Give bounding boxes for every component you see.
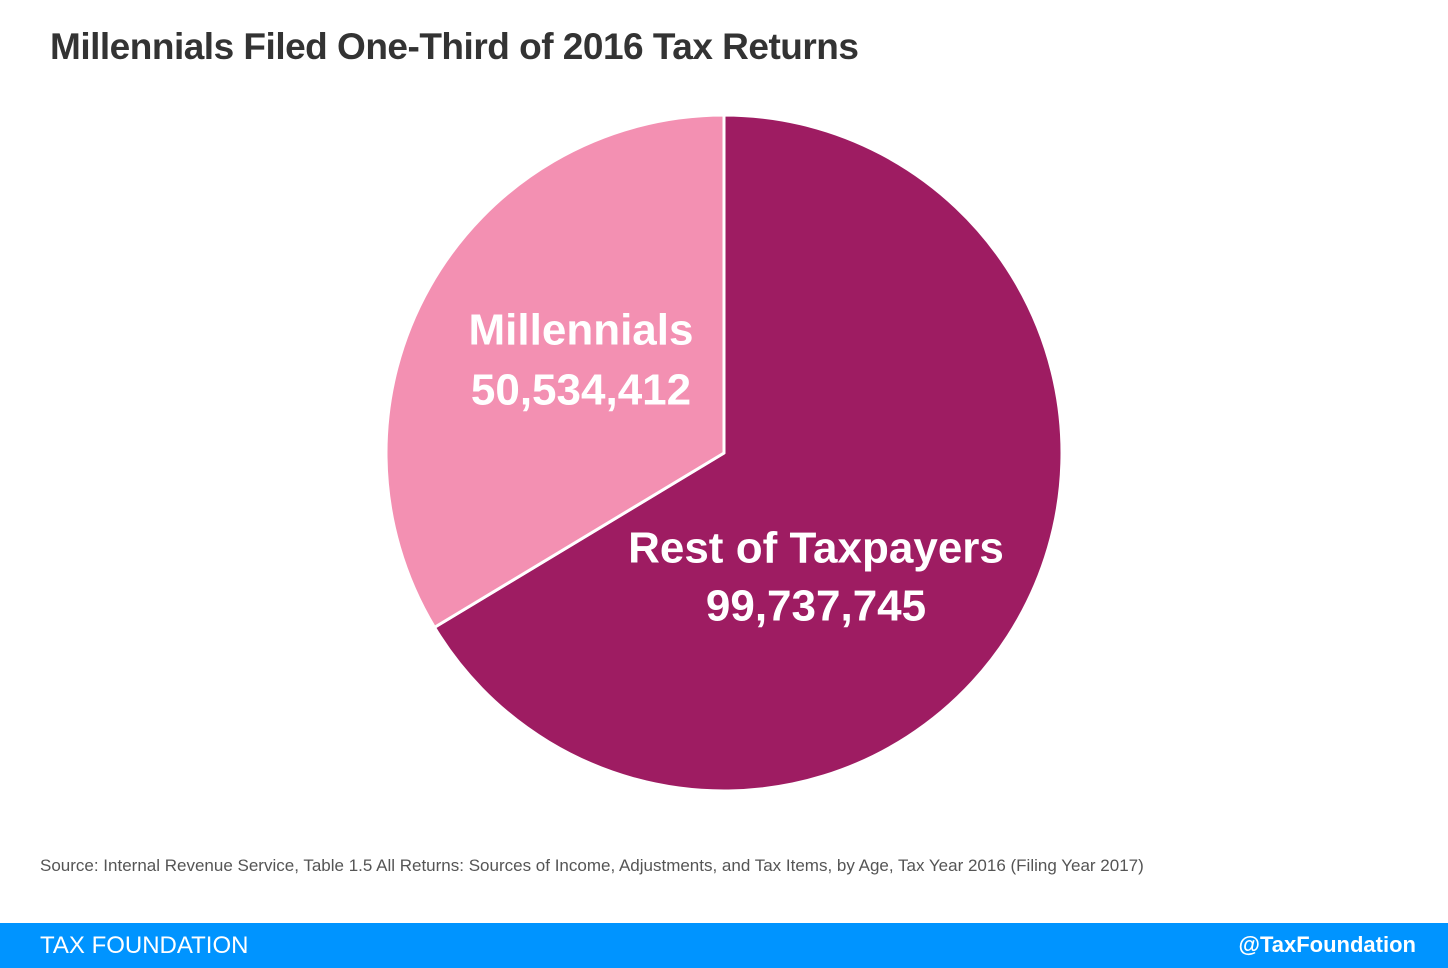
source-note: Source: Internal Revenue Service, Table … [40, 856, 1144, 875]
slice-value-label: 50,534,412 [471, 366, 691, 415]
pie-slice-millennials [384, 113, 726, 629]
pie-slice-rest-of-taxpayers [432, 113, 1064, 793]
slice-label: Rest of Taxpayers [628, 524, 1004, 573]
pie-slices [384, 113, 1064, 793]
footer-bar: TAX FOUNDATION @TaxFoundation [0, 923, 1448, 968]
footer-brand: TAX FOUNDATION [40, 932, 249, 959]
slice-label: Millennials [469, 306, 694, 355]
pie-labels: Rest of Taxpayers 99,737,745 Millennials 50… [469, 306, 1004, 631]
footer-handle: @TaxFoundation [1238, 932, 1416, 957]
chart-title: Millennials Filed One-Third of 2016 Tax … [50, 26, 859, 67]
slice-value-label: 99,737,745 [706, 582, 926, 631]
